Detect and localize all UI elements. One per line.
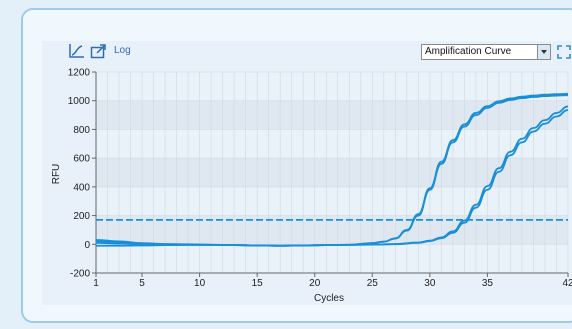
x-axis-label: Cycles [314, 293, 344, 304]
y-tick-label: 600 [73, 154, 90, 165]
chart-scale-icon[interactable] [68, 43, 86, 59]
plot-band [96, 244, 568, 273]
y-axis-label: RFU [51, 164, 62, 185]
plot-band [96, 129, 568, 159]
x-tick-label: 20 [309, 278, 321, 289]
expand-icon[interactable] [557, 45, 571, 59]
y-tick-label: 1200 [68, 68, 91, 79]
plot-band [96, 186, 568, 216]
plot-band [96, 158, 568, 187]
view-select[interactable]: Amplification Curve [421, 44, 551, 60]
plot-band [96, 100, 568, 130]
export-icon[interactable] [90, 43, 108, 59]
amplification-curve [96, 105, 569, 247]
plot-band [96, 72, 568, 101]
y-tick-label: 0 [84, 240, 90, 251]
x-tick-label: 35 [482, 278, 494, 289]
x-tick-label: 5 [139, 278, 145, 289]
y-tick-label: 1000 [68, 96, 91, 107]
x-tick-label: 1 [93, 278, 99, 289]
view-select-value: Amplification Curve [425, 46, 512, 57]
x-tick-label: 10 [194, 278, 206, 289]
chevron-down-icon[interactable] [537, 44, 551, 60]
y-tick-label: 400 [73, 182, 90, 193]
x-tick-label: 15 [252, 278, 264, 289]
y-tick-label: -200 [70, 269, 90, 280]
x-tick-label: 42 [562, 278, 572, 289]
y-tick-label: 200 [73, 211, 90, 222]
x-tick-label: 30 [424, 278, 436, 289]
y-tick-label: 800 [73, 125, 90, 136]
x-tick-label: 25 [367, 278, 379, 289]
log-toggle[interactable]: Log [114, 45, 131, 56]
